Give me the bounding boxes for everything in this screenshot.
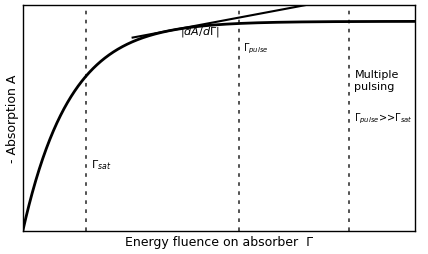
Text: $|dA/d\Gamma|$: $|dA/d\Gamma|$ [180,25,220,39]
Text: $\Gamma_{pulse}$: $\Gamma_{pulse}$ [243,41,268,55]
Y-axis label: - Absorption A: - Absorption A [6,74,18,163]
X-axis label: Energy fluence on absorber  Γ: Energy fluence on absorber Γ [125,235,313,248]
Text: $\Gamma_{sat}$: $\Gamma_{sat}$ [92,157,112,171]
Text: Multiple
pulsing: Multiple pulsing [354,70,399,92]
Text: $\Gamma_{pulse}$>>$\Gamma_{sat}$: $\Gamma_{pulse}$>>$\Gamma_{sat}$ [354,111,413,126]
